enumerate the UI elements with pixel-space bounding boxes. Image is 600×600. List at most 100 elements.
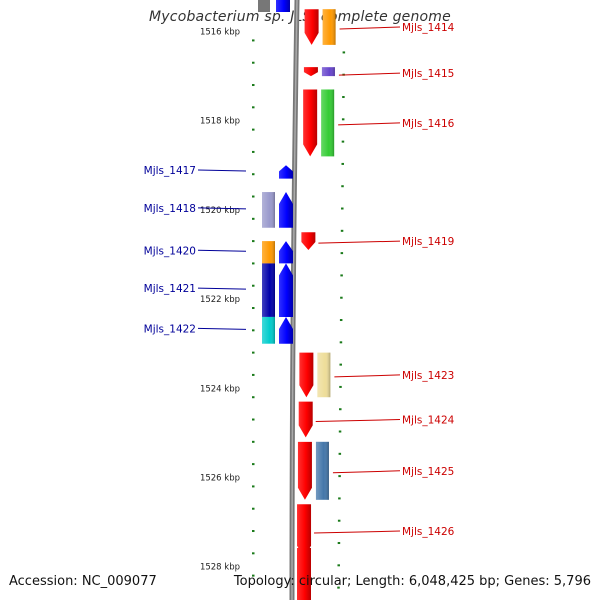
forward-gene-arrow[interactable] bbox=[297, 504, 312, 558]
gene-label-leader bbox=[334, 374, 401, 378]
cog-color-shade bbox=[262, 241, 275, 264]
ruler-tick bbox=[337, 586, 340, 589]
cog-color-shade bbox=[321, 67, 335, 77]
ruler-tick bbox=[252, 552, 255, 555]
ruler-tick bbox=[341, 118, 345, 121]
ruler-tick bbox=[252, 128, 255, 131]
cog-color-shade bbox=[262, 192, 275, 228]
forward-gene-label[interactable]: Mjls_1424 bbox=[402, 415, 455, 427]
ruler-tick bbox=[342, 51, 346, 54]
topology-text: Topology: circular; Length: 6,048,425 bp… bbox=[233, 574, 591, 589]
ruler-tick bbox=[252, 418, 255, 421]
ruler-tick bbox=[338, 497, 341, 500]
cog-color-shade bbox=[322, 9, 336, 45]
ruler-label: 1518 kbp bbox=[200, 117, 240, 127]
reverse-gene-arrow[interactable] bbox=[279, 241, 293, 264]
ruler-tick bbox=[252, 574, 255, 577]
ruler-tick bbox=[252, 329, 255, 332]
ruler-tick bbox=[252, 284, 255, 287]
gene-label-leader bbox=[197, 207, 247, 210]
ruler-tick bbox=[339, 341, 343, 344]
ruler-tick bbox=[341, 162, 344, 165]
ruler-tick bbox=[252, 217, 255, 220]
gene-label-leader bbox=[332, 470, 401, 474]
ruler-tick bbox=[342, 96, 345, 99]
gene-label-leader bbox=[338, 122, 401, 126]
cog-color-shade bbox=[317, 352, 331, 398]
forward-gene-arrow[interactable] bbox=[297, 548, 311, 600]
cog-color-shade bbox=[262, 263, 275, 317]
ruler-tick bbox=[252, 150, 255, 153]
forward-gene-arrow[interactable] bbox=[301, 232, 316, 251]
ruler-tick bbox=[252, 373, 255, 376]
gene-label-leader bbox=[197, 169, 247, 172]
reverse-gene-label[interactable]: Mjls_1421 bbox=[144, 283, 196, 295]
reverse-gene-arrow[interactable] bbox=[276, 0, 290, 12]
genome-backbone-highlight bbox=[291, 0, 298, 600]
ruler-tick bbox=[252, 84, 255, 87]
ruler-tick bbox=[339, 385, 342, 388]
ruler-tick bbox=[337, 519, 341, 522]
reverse-gene-arrow[interactable] bbox=[279, 263, 293, 317]
gene-label-leader bbox=[338, 72, 401, 76]
ruler-tick bbox=[339, 363, 342, 366]
ruler-tick bbox=[252, 195, 255, 198]
gene-label-leader bbox=[315, 419, 401, 423]
ruler-tick bbox=[339, 408, 342, 411]
cog-color-shade bbox=[262, 316, 275, 344]
ruler-tick bbox=[252, 173, 255, 176]
gene-label-leader bbox=[314, 530, 401, 534]
ruler-tick bbox=[252, 440, 255, 443]
ruler-tick bbox=[252, 262, 255, 265]
ruler-tick bbox=[338, 452, 342, 455]
cog-color-box bbox=[258, 0, 270, 12]
ruler-tick bbox=[341, 207, 344, 210]
forward-gene-arrow[interactable] bbox=[298, 401, 313, 438]
reverse-gene-label[interactable]: Mjls_1418 bbox=[144, 203, 196, 215]
forward-gene-arrow[interactable] bbox=[303, 67, 318, 77]
ruler-tick bbox=[339, 319, 343, 322]
cog-color-shade bbox=[315, 441, 329, 500]
forward-gene-arrow[interactable] bbox=[303, 89, 318, 157]
ruler-tick bbox=[252, 351, 255, 354]
ruler-tick bbox=[252, 507, 255, 510]
reverse-gene-arrow[interactable] bbox=[279, 192, 293, 228]
ruler-label: 1524 kbp bbox=[200, 384, 240, 394]
gene-label-leader bbox=[197, 249, 247, 252]
ruler-tick bbox=[252, 463, 255, 466]
ruler-label: 1528 kbp bbox=[200, 563, 240, 573]
gene-label-leader bbox=[318, 240, 401, 244]
ruler-tick bbox=[341, 140, 345, 143]
gene-label-leader bbox=[339, 26, 401, 30]
forward-gene-label[interactable]: Mjls_1414 bbox=[402, 22, 455, 34]
accession-text: Accession: NC_009077 bbox=[9, 574, 157, 589]
forward-gene-label[interactable]: Mjls_1419 bbox=[402, 236, 454, 248]
ruler-tick bbox=[252, 240, 255, 243]
ruler-tick bbox=[338, 475, 341, 478]
ruler-tick bbox=[252, 485, 255, 488]
ruler-label: 1516 kbp bbox=[200, 28, 240, 38]
ruler-tick bbox=[252, 396, 255, 399]
ruler-tick bbox=[340, 296, 343, 299]
gene-label-leader bbox=[197, 327, 247, 330]
ruler-tick bbox=[252, 39, 255, 42]
forward-gene-label[interactable]: Mjls_1426 bbox=[402, 526, 455, 538]
reverse-gene-arrow[interactable] bbox=[279, 165, 293, 179]
forward-gene-arrow[interactable] bbox=[299, 352, 314, 398]
forward-gene-arrow[interactable] bbox=[304, 9, 319, 45]
forward-gene-label[interactable]: Mjls_1415 bbox=[402, 68, 454, 80]
forward-gene-label[interactable]: Mjls_1425 bbox=[402, 466, 454, 478]
ruler-tick bbox=[340, 229, 344, 232]
ruler-label: 1520 kbp bbox=[200, 206, 240, 216]
ruler-tick bbox=[341, 185, 344, 188]
ruler-tick bbox=[337, 542, 341, 545]
forward-gene-arrow[interactable] bbox=[297, 441, 312, 500]
ruler-tick bbox=[252, 61, 255, 64]
reverse-gene-arrow[interactable] bbox=[279, 316, 293, 344]
reverse-gene-label[interactable]: Mjls_1422 bbox=[144, 323, 196, 335]
reverse-gene-label[interactable]: Mjls_1420 bbox=[144, 245, 196, 257]
forward-gene-label[interactable]: Mjls_1423 bbox=[402, 370, 454, 382]
ruler-tick bbox=[340, 252, 344, 255]
reverse-gene-label[interactable]: Mjls_1417 bbox=[144, 165, 196, 177]
forward-gene-label[interactable]: Mjls_1416 bbox=[402, 118, 455, 130]
